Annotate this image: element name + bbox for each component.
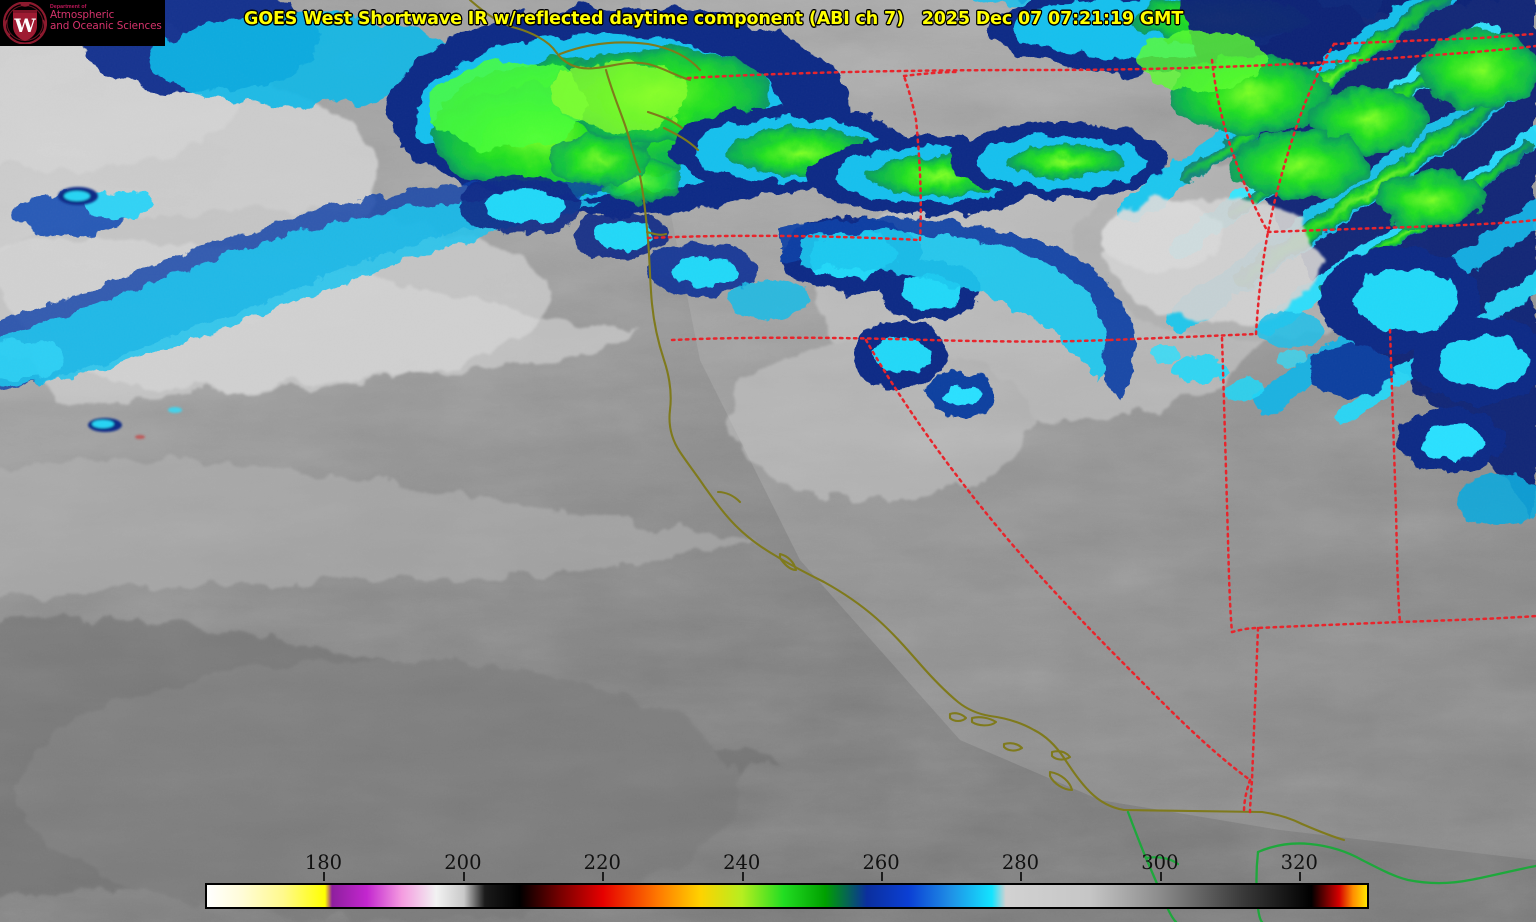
geography-overlay <box>468 0 1536 922</box>
colorbar-label-220: 220 <box>583 851 621 874</box>
colorbar-bar <box>205 883 1369 909</box>
colorbar-tick-200 <box>462 872 465 881</box>
uw-aos-logo: W Department of Atmospheric and Oceanic … <box>0 0 165 46</box>
colorbar-tick-240 <box>741 872 744 881</box>
logo-line-2: and Oceanic Sciences <box>50 19 162 32</box>
colorbar-tick-320 <box>1299 872 1302 881</box>
logo-line-1: Atmospheric <box>50 9 115 22</box>
colorbar-label-320: 320 <box>1280 851 1318 874</box>
colorbar: 180 200 220 240 260 280 300 320 <box>205 851 1369 911</box>
colorbar-label-260: 260 <box>862 851 900 874</box>
colorbar-tick-300 <box>1159 872 1162 881</box>
page-title: GOES West Shortwave IR w/reflected dayti… <box>244 9 1184 29</box>
colorbar-tick-180 <box>323 872 326 881</box>
colorbar-label-180: 180 <box>304 851 343 874</box>
colorbar-label-280: 280 <box>1001 851 1040 874</box>
colorbar-tick-260 <box>881 872 884 881</box>
colorbar-label-300: 300 <box>1141 851 1179 874</box>
colorbar-gradient <box>207 885 1367 907</box>
colorbar-label-200: 200 <box>444 851 482 874</box>
state-borders <box>646 32 1536 814</box>
svg-text:W: W <box>13 15 36 37</box>
colorbar-tick-220 <box>602 872 605 881</box>
colorbar-labels: 180 200 220 240 260 280 300 320 <box>205 849 1369 879</box>
coastline <box>468 0 1346 842</box>
colorbar-tick-280 <box>1020 872 1023 881</box>
uw-crest-icon: W <box>3 2 47 44</box>
logo-dept-prefix: Department of <box>50 4 87 10</box>
colorbar-label-240: 240 <box>723 851 761 874</box>
